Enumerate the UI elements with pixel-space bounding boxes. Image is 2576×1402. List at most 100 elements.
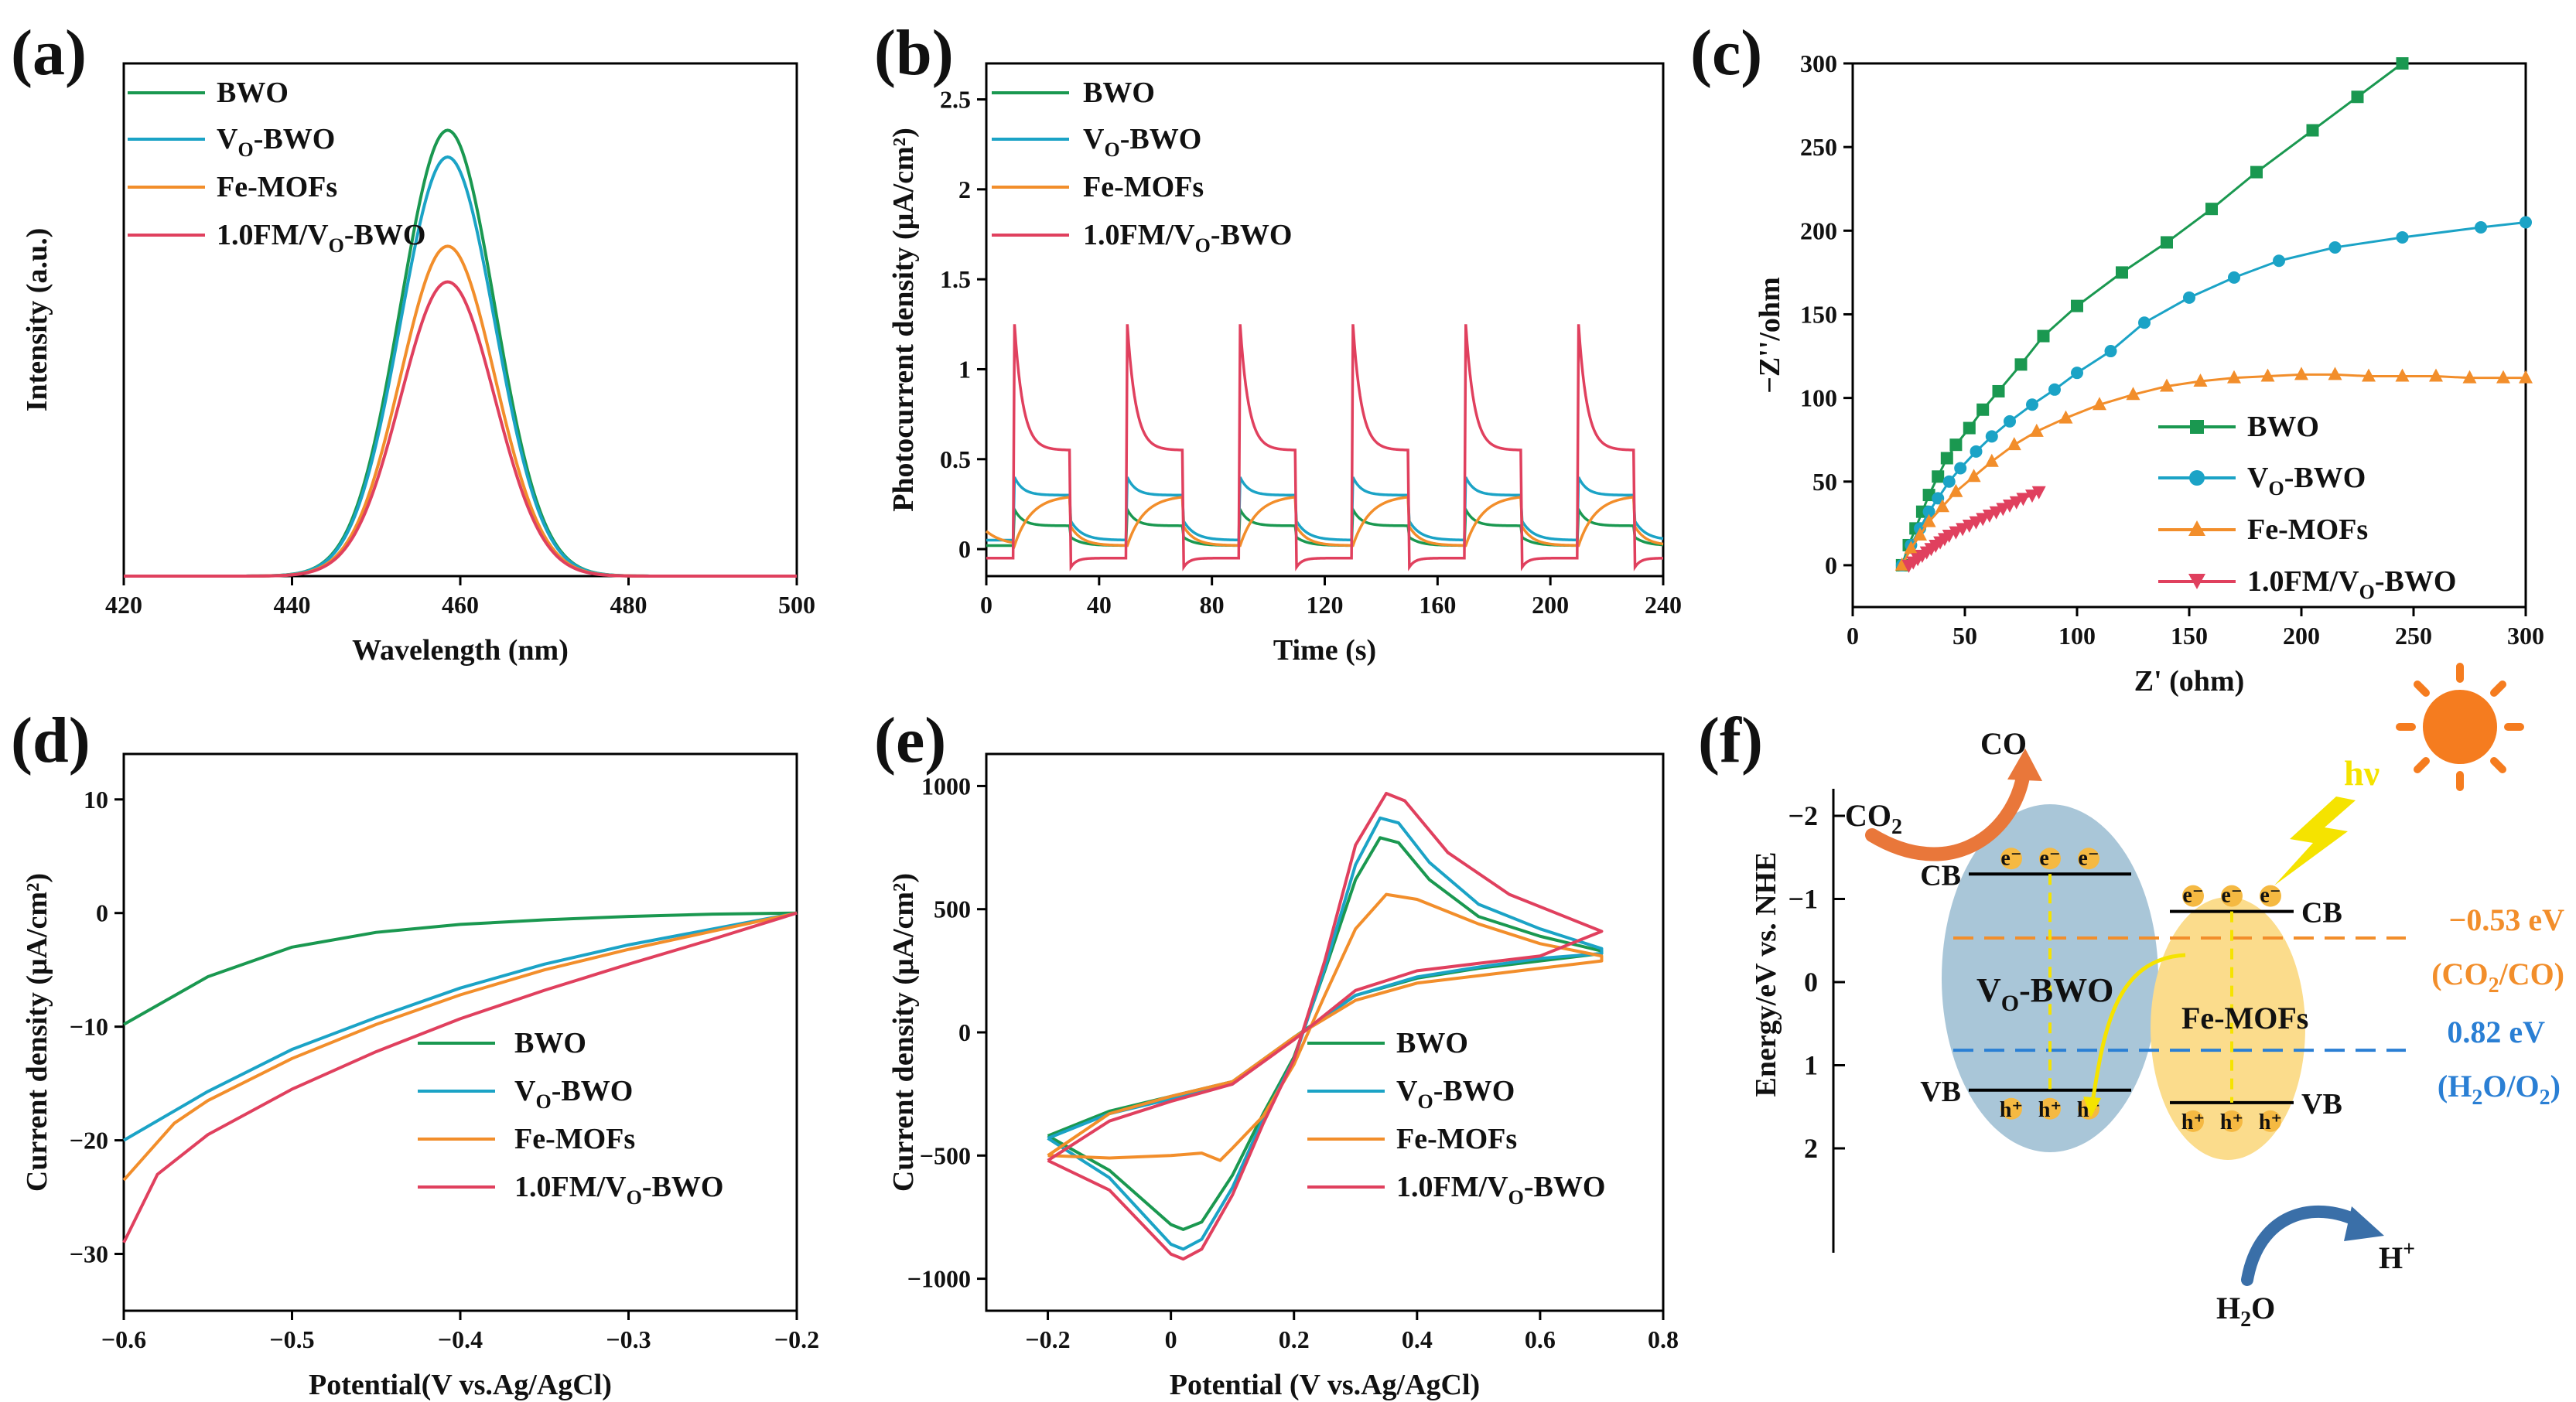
- series-c-fe-mofs-point: [1984, 453, 1999, 467]
- series-c-vo-bwo-point: [2228, 271, 2240, 284]
- series-b-fm: [986, 324, 1664, 571]
- legend-c-marker-bwo: [2190, 420, 2204, 434]
- series-c-fe-mofs-point: [2328, 367, 2342, 380]
- x-axis-label-c: Z' (ohm): [2134, 665, 2245, 698]
- sun-icon: [2396, 663, 2524, 791]
- electron-transfer-arrowhead: [2083, 1097, 2101, 1117]
- h2o-o2-potential-value: 0.82 eV: [2447, 1015, 2545, 1049]
- y-axis-label-a: Intensity (a.u.): [21, 228, 53, 412]
- legend-a-label-vo: VO-BWO: [217, 123, 335, 161]
- panel-letter-d: (d): [11, 704, 91, 776]
- series-c-fe-mofs-point: [2429, 368, 2443, 382]
- y-tick-label-b: 2: [958, 176, 971, 203]
- series-c-fe-mofs-point: [2260, 368, 2275, 382]
- series-a-fe-mofs: [124, 244, 797, 578]
- series-c-fe-mofs-point: [1904, 541, 1918, 554]
- x-tick-label-a: 440: [274, 591, 311, 619]
- panel-letter-f: (f): [1698, 704, 1763, 776]
- h2o-to-hplus-arrowhead: [2344, 1206, 2384, 1241]
- x-axis-label-a: Wavelength (nm): [352, 634, 569, 667]
- fe-mofs-label: Fe-MOFs: [2181, 1001, 2308, 1035]
- series-c-fm-point: [2016, 493, 2031, 507]
- lightning-icon: [2274, 797, 2356, 885]
- x-tick-label-a: 420: [105, 591, 142, 619]
- series-c-fe-mofs-point: [2058, 410, 2073, 424]
- series-e-fm: [1047, 791, 1604, 1261]
- hv-label: hν: [2344, 753, 2380, 793]
- hole-label: h⁺: [2038, 1098, 2062, 1122]
- legend-c-label-femofs: Fe-MOFs: [2247, 513, 2368, 546]
- series-c-fe-mofs-point: [2294, 367, 2308, 380]
- y-tick-label-c: 150: [1800, 300, 1837, 328]
- y-tick-label-b: 1.5: [940, 265, 971, 293]
- co-label: CO: [1980, 726, 2027, 761]
- x-tick-label-c: 0: [1847, 622, 1859, 650]
- series-c-fe-mofs-point: [2395, 368, 2410, 382]
- legend-b-label-vo: VO-BWO: [1083, 123, 1201, 161]
- y-tick-label-e: 0: [958, 1018, 971, 1046]
- series-e-vo-bwo: [1047, 816, 1604, 1251]
- chart-a-pl-spectra: 420 440 460 480 500 Wavelength (nm) Intensity …: [21, 62, 815, 667]
- series-d-fm: [122, 911, 798, 1243]
- x-tick-label-b: 160: [1419, 591, 1456, 619]
- series-c-fe-mofs-point: [2126, 387, 2140, 401]
- electron-dot: [2182, 885, 2204, 907]
- y-tick-label-c: 50: [1812, 468, 1837, 496]
- diagram-y-label: Energy/eV vs. NHE: [1750, 851, 1782, 1097]
- x-tick-label-e: 0.8: [1648, 1325, 1679, 1353]
- x-tick-label-c: 50: [1952, 622, 1977, 650]
- series-c-bwo-point: [1992, 384, 2005, 397]
- series-c-fe-mofs-point: [2496, 370, 2510, 384]
- series-e-fe-mofs: [1047, 892, 1604, 1162]
- electron-dot: [2221, 885, 2243, 907]
- legend-c-marker-vo: [2189, 470, 2205, 486]
- x-axis-label-b: Time (s): [1273, 634, 1376, 667]
- y-axis-label-d: Current density (μA/cm²): [21, 873, 53, 1192]
- electron-label: e⁻: [2078, 846, 2099, 870]
- x-tick-label-e: 0.4: [1402, 1325, 1433, 1353]
- x-tick-label-e: 0.2: [1279, 1325, 1310, 1353]
- series-c-vo-bwo-point: [2475, 220, 2487, 234]
- series-c-vo-bwo-point: [2048, 383, 2061, 396]
- series-c-bwo-point: [1963, 421, 1976, 435]
- electron-dot: [2260, 885, 2281, 907]
- legend-d: BWO VO-BWO Fe-MOFs 1.0FM/VO-BWO: [418, 1027, 723, 1209]
- x-tick-label-b: 40: [1087, 591, 1112, 619]
- fe-mofs-ellipse: [2151, 897, 2305, 1160]
- series-c-vo-bwo-point: [1922, 505, 1935, 518]
- cb-label: CB: [1920, 859, 1961, 892]
- chart-b-photocurrent: 0 40 80 120 160 200 240 0 0.5 1 1.5 2 2.5 Time (s) Pho…: [887, 62, 1682, 667]
- x-tick-label-b: 0: [980, 591, 992, 619]
- plot-frame-c: [1851, 62, 2527, 609]
- panel-letter-e: (e): [874, 704, 946, 776]
- hole-label: h⁺: [2259, 1110, 2282, 1134]
- legend-d-label-bwo: BWO: [514, 1027, 586, 1059]
- vo-bwo-label: VO-BWO: [1976, 971, 2113, 1016]
- diagram-y-tick-label: 2: [1804, 1133, 1818, 1164]
- series-c-fe-mofs-point: [1922, 513, 1936, 527]
- series-c-vo-bwo-point: [2396, 230, 2409, 244]
- vb-label: VB: [1920, 1076, 1961, 1108]
- legend-a-label-bwo: BWO: [217, 77, 289, 109]
- x-axis-label-e: Potential (V vs.Ag/AgCl): [1170, 1369, 1480, 1401]
- x-tick-label-b: 200: [1532, 591, 1569, 619]
- electron-label: e⁻: [2000, 846, 2021, 870]
- x-tick-label-a: 460: [442, 591, 479, 619]
- x-tick-label-c: 100: [2058, 622, 2096, 650]
- series-c-vo-bwo-point: [1954, 462, 1967, 475]
- series-c-vo-bwo-point: [1970, 445, 1983, 458]
- legend-c-marker-femofs: [2188, 520, 2205, 536]
- x-tick-label-c: 200: [2283, 622, 2320, 650]
- series-c-fe-mofs-point: [2007, 437, 2021, 451]
- series-c-fe-mofs-point: [2193, 373, 2208, 387]
- y-tick-label-e: −1000: [907, 1265, 971, 1293]
- y-tick-label-d: 0: [96, 899, 108, 927]
- series-c-bwo-point: [2250, 165, 2263, 179]
- series-c-fe-mofs-point: [2160, 378, 2174, 392]
- x-tick-label-a: 480: [610, 591, 647, 619]
- series-c-vo-bwo-point: [2183, 291, 2195, 304]
- y-tick-label-c: 250: [1800, 133, 1837, 161]
- series-c-vo-bwo-point: [2328, 240, 2342, 254]
- diagram-y-tick-label: −1: [1788, 884, 1818, 915]
